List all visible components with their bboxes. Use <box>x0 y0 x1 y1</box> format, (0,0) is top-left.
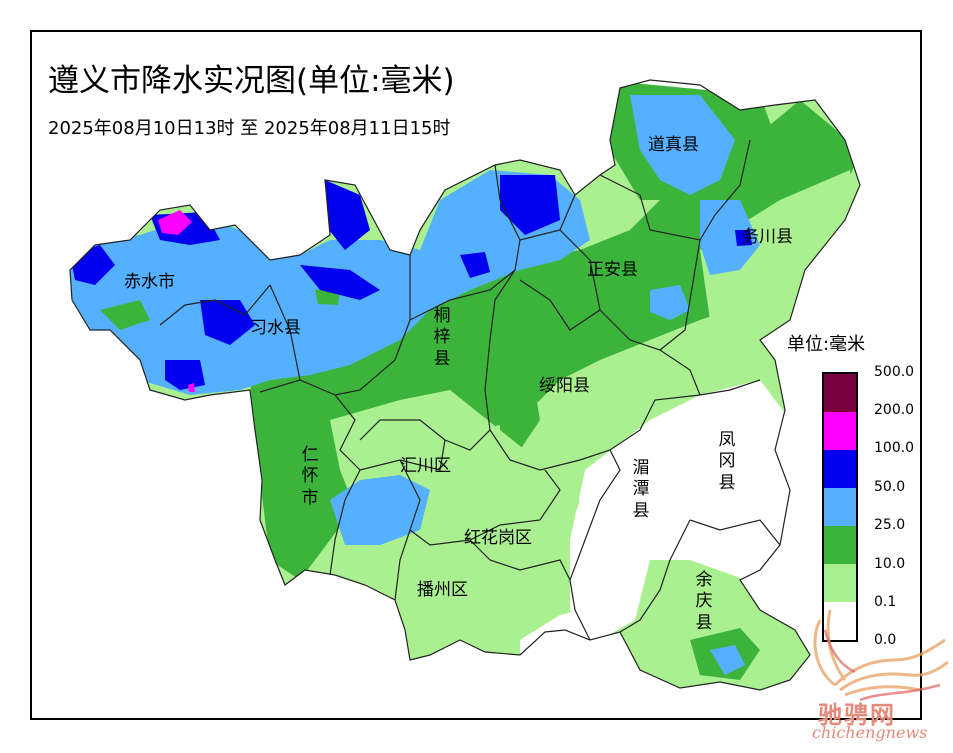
county-label-honghuagang: 红花岗区 <box>464 528 532 548</box>
legend-tick: 25.0 <box>874 517 906 533</box>
county-label-yuqing: 余庆县 <box>695 570 713 633</box>
legend-tick: 100.0 <box>874 440 915 456</box>
legend-tick: 200.0 <box>874 402 915 418</box>
county-label-renhuai: 仁怀市 <box>301 445 319 508</box>
county-label-meitan: 湄潭县 <box>632 458 650 521</box>
legend-tick: 50.0 <box>874 479 906 495</box>
time-period: 2025年08月10日13时 至 2025年08月11日15时 <box>48 118 451 139</box>
legend-tick: 10.0 <box>874 556 906 572</box>
map-title: 遵义市降水实况图(单位:毫米) <box>48 63 455 99</box>
legend-swatch-500 <box>824 374 856 412</box>
watermark-logo <box>813 609 949 702</box>
county-label-daozhen: 道真县 <box>648 135 699 155</box>
legend-swatch-200 <box>824 412 856 450</box>
legend-unit-label: 单位:毫米 <box>787 334 866 355</box>
legend-swatch-10 <box>824 564 856 602</box>
county-label-wuchuan: 务川县 <box>742 227 793 247</box>
legend-swatch-50 <box>824 488 856 526</box>
county-label-suiyang: 绥阳县 <box>539 376 590 396</box>
county-boundaries <box>69 79 861 691</box>
watermark-text-en: chichengnews <box>812 723 928 742</box>
watermark-text-cn: 驰骋网 <box>818 700 896 729</box>
legend-tick: 0.0 <box>874 632 897 648</box>
legend-tick: 0.1 <box>874 594 897 610</box>
legend-tick: 500.0 <box>874 364 915 380</box>
county-label-bozhou: 播州区 <box>417 580 468 600</box>
county-label-chishui: 赤水市 <box>124 272 175 292</box>
color-legend <box>822 372 858 642</box>
county-label-zhengan: 正安县 <box>587 260 638 280</box>
legend-swatch-100 <box>824 450 856 488</box>
county-label-fenggang: 凤冈县 <box>718 430 736 493</box>
legend-swatch-25 <box>824 526 856 564</box>
county-label-xishui: 习水县 <box>250 318 301 338</box>
county-label-tongzi: 桐梓县 <box>433 306 451 369</box>
county-label-huichuan: 汇川区 <box>400 456 451 476</box>
